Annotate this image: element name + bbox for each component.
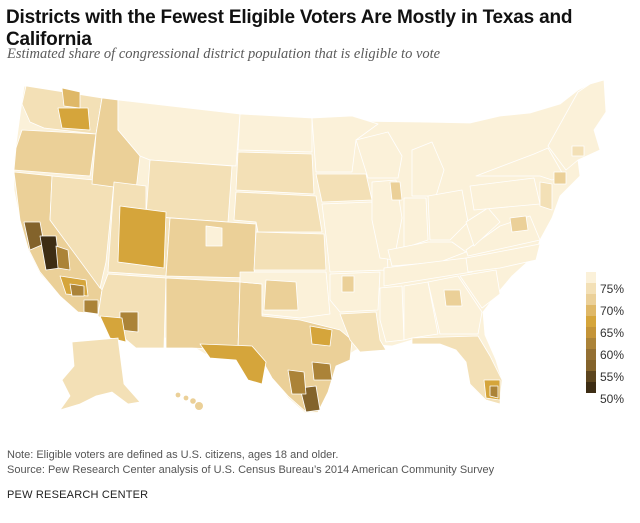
- note-text: Note: Eligible voters are defined as U.S…: [7, 449, 339, 461]
- legend-swatch-52: [586, 371, 596, 382]
- state-wisconsin: [355, 131, 403, 179]
- legend-label-75: 75%: [600, 282, 625, 296]
- state-north-dakota: [237, 113, 313, 153]
- state-ohio: [427, 189, 469, 241]
- state-tennessee: [383, 257, 473, 287]
- district-va-north: [509, 215, 529, 233]
- district-ca-fresno: [55, 245, 71, 271]
- legend-label-50: 50%: [600, 392, 625, 406]
- legend-swatch-57: [586, 349, 596, 360]
- state-kentucky: [387, 241, 467, 267]
- district-az-south: [99, 315, 127, 343]
- state-florida: [411, 335, 503, 405]
- legend-swatch-65: [586, 316, 596, 327]
- state-kansas: [253, 231, 327, 271]
- state-alaska: [58, 337, 141, 411]
- state-west-virginia: [465, 207, 501, 247]
- legend-swatch-72: [586, 283, 596, 294]
- district-ca-imperial: [83, 299, 99, 315]
- legend-swatch-70: [586, 294, 596, 305]
- district-tx-dallas: [309, 325, 333, 347]
- district-ut-saltlake: [117, 205, 167, 269]
- district-ca-la-core: [69, 283, 85, 297]
- state-arkansas: [329, 271, 381, 313]
- us-district-map: [13, 79, 607, 414]
- district-tx-southb: [287, 369, 307, 395]
- state-oregon: [13, 129, 97, 177]
- district-wa-puget: [61, 87, 81, 109]
- district-fl-miami-core: [489, 385, 499, 399]
- organization-label: PEW RESEARCH CENTER: [7, 489, 149, 501]
- district-co-denver: [205, 225, 223, 247]
- legend-swatch-75plus: [586, 272, 596, 283]
- source-text: Source: Pew Research Center analysis of …: [7, 464, 495, 476]
- state-alabama: [403, 281, 439, 341]
- state-indiana: [403, 197, 429, 249]
- legend-label-60: 60%: [600, 348, 625, 362]
- legend-label-65: 65%: [600, 326, 625, 340]
- state-north-carolina: [465, 243, 541, 273]
- state-michigan: [411, 141, 445, 197]
- district-tx-west: [199, 343, 267, 385]
- state-louisiana: [339, 311, 387, 353]
- legend-swatch-67: [586, 305, 596, 316]
- chart-title: Districts with the Fewest Eligible Voter…: [6, 7, 573, 50]
- legend-swatch-62: [586, 327, 596, 338]
- state-iowa: [315, 173, 373, 203]
- state-south-dakota: [235, 151, 315, 195]
- color-legend: 75% 70% 65% 60% 55% 50%: [586, 272, 640, 422]
- legend-swatch-55: [586, 360, 596, 371]
- state-mississippi: [379, 285, 405, 343]
- state-hawaii: [175, 392, 203, 410]
- chart-subtitle: Estimated share of congressional distric…: [7, 46, 441, 62]
- district-ny-nyc: [553, 171, 567, 185]
- district-wa-central: [57, 107, 91, 131]
- state-new-jersey: [539, 181, 553, 211]
- district-ma-boston: [571, 145, 585, 157]
- legend-swatch-60: [586, 338, 596, 349]
- state-arizona: [97, 273, 167, 349]
- state-new-england: [547, 79, 607, 171]
- district-tx-houston: [311, 361, 333, 381]
- district-ga-atlanta: [443, 289, 463, 307]
- legend-swatch-50: [586, 382, 596, 393]
- legend-label-70: 70%: [600, 304, 625, 318]
- district-ok-south: [263, 279, 299, 311]
- state-new-mexico: [165, 277, 241, 351]
- state-south-carolina: [459, 269, 501, 309]
- legend-label-55: 55%: [600, 370, 625, 384]
- district-il-chicago: [389, 181, 403, 201]
- district-ar-northwest: [341, 275, 355, 293]
